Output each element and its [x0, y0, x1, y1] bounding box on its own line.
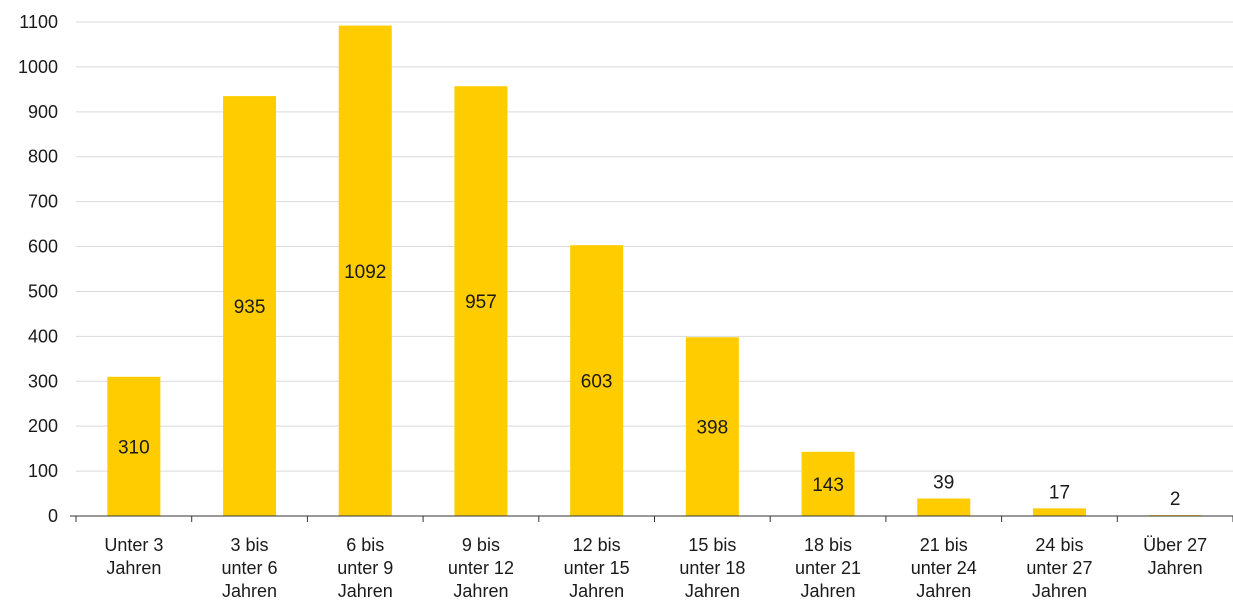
y-tick-label: 400 — [28, 326, 58, 346]
x-category-label-line: 15 bis — [688, 535, 736, 555]
data-label: 310 — [118, 437, 150, 458]
x-category-label: 24 bis unter 27 Jahren — [1026, 535, 1092, 601]
data-label: 935 — [234, 297, 266, 318]
x-category-label-line: Jahren — [338, 581, 393, 601]
x-category-label-line: Jahren — [1148, 558, 1203, 578]
x-category-label: 3 bis unter 6 Jahren — [222, 535, 278, 601]
x-category-label-line: unter 21 — [795, 558, 861, 578]
x-category-label-line: Jahren — [106, 558, 161, 578]
x-category-label: 12 bis unter 15 Jahren — [564, 535, 630, 601]
data-label: 398 — [696, 418, 728, 439]
y-tick-label: 1000 — [18, 57, 58, 77]
bar — [338, 25, 392, 517]
bar — [570, 245, 624, 516]
x-category-label-line: Über 27 — [1143, 535, 1207, 555]
y-tick-label: 800 — [28, 147, 58, 167]
x-category-label-line: unter 6 — [222, 558, 278, 578]
data-label: 2 — [1170, 489, 1181, 510]
bar — [917, 498, 971, 516]
y-tick-label: 700 — [28, 192, 58, 212]
y-tick-label: 900 — [28, 102, 58, 122]
data-labels: 310 935 1092 957 603 398 143 39 17 2 — [118, 262, 1180, 510]
data-label: 1092 — [344, 262, 386, 283]
x-category-label: 18 bis unter 21 Jahren — [795, 535, 861, 601]
y-axis-ticks: 0 100 200 300 400 500 600 700 800 900 1000 1100 — [18, 12, 58, 526]
data-label: 957 — [465, 292, 497, 313]
x-category-label-line: 12 bis — [573, 535, 621, 555]
x-category-label-line: unter 27 — [1026, 558, 1092, 578]
bar — [685, 337, 739, 516]
x-category-label-line: 6 bis — [346, 535, 384, 555]
bar — [223, 96, 277, 516]
x-category-label-line: Jahren — [916, 581, 971, 601]
x-category-label: 21 bis unter 24 Jahren — [911, 535, 977, 601]
y-tick-label: 200 — [28, 416, 58, 436]
bar — [454, 86, 508, 516]
x-category-label-line: Jahren — [222, 581, 277, 601]
x-category-label-line: unter 18 — [679, 558, 745, 578]
x-axis-labels: Unter 3 Jahren 3 bis unter 6 Jahren 6 bis unte… — [104, 535, 1207, 601]
y-tick-label: 500 — [28, 281, 58, 301]
x-category-label-line: unter 9 — [337, 558, 393, 578]
x-category-label: Unter 3 Jahren — [104, 535, 163, 578]
x-category-label-line: 3 bis — [231, 535, 269, 555]
y-tick-label: 0 — [48, 506, 58, 526]
data-label: 39 — [933, 472, 954, 493]
x-category-label-line: Jahren — [685, 581, 740, 601]
x-category-label-line: unter 15 — [564, 558, 630, 578]
x-category-label-line: Jahren — [569, 581, 624, 601]
y-tick-label: 300 — [28, 371, 58, 391]
data-label: 17 — [1049, 482, 1070, 503]
x-category-label-line: Unter 3 — [104, 535, 163, 555]
bars — [107, 25, 1202, 517]
x-category-label-line: 21 bis — [920, 535, 968, 555]
x-axis — [70, 515, 1233, 522]
x-category-label-line: 24 bis — [1035, 535, 1083, 555]
y-tick-label: 1100 — [19, 12, 58, 32]
y-tick-label: 600 — [28, 237, 58, 257]
x-category-label: 15 bis unter 18 Jahren — [679, 535, 745, 601]
x-category-label-line: unter 12 — [448, 558, 514, 578]
data-label: 143 — [812, 475, 844, 496]
bar — [107, 376, 161, 516]
y-tick-label: 100 — [28, 461, 58, 481]
x-category-label: Über 27 Jahren — [1143, 535, 1207, 578]
x-category-label-line: unter 24 — [911, 558, 977, 578]
x-category-label: 9 bis unter 12 Jahren — [448, 535, 514, 601]
x-category-label: 6 bis unter 9 Jahren — [337, 535, 393, 601]
data-label: 603 — [581, 372, 613, 393]
bar — [1032, 508, 1086, 516]
bar — [801, 451, 855, 516]
x-category-label-line: Jahren — [1032, 581, 1087, 601]
x-category-label-line: 18 bis — [804, 535, 852, 555]
x-category-label-line: Jahren — [801, 581, 856, 601]
x-category-label-line: 9 bis — [462, 535, 500, 555]
x-category-label-line: Jahren — [453, 581, 508, 601]
